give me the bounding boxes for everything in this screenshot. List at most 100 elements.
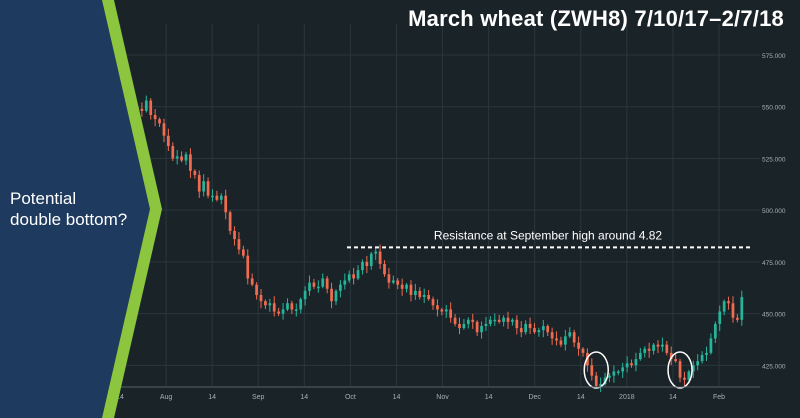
candle xyxy=(502,317,505,322)
callout-text: Potential double bottom? xyxy=(10,188,140,230)
candle xyxy=(661,344,664,347)
candle xyxy=(189,154,192,171)
candle xyxy=(237,239,241,250)
candle xyxy=(356,270,360,279)
candle xyxy=(691,365,695,372)
candle xyxy=(294,309,298,311)
candle xyxy=(537,330,541,333)
callout-panel xyxy=(0,0,150,418)
candle xyxy=(678,361,682,378)
candle xyxy=(475,321,479,333)
y-tick-label: 425.000 xyxy=(762,363,786,370)
candle xyxy=(277,311,281,314)
candle xyxy=(722,301,726,312)
candle xyxy=(228,212,232,231)
candle xyxy=(647,348,651,351)
candle xyxy=(652,344,655,351)
candle xyxy=(528,323,532,329)
candle xyxy=(339,284,342,291)
x-tick-label: 14 xyxy=(208,394,216,401)
candle xyxy=(308,282,311,291)
y-tick-label: 450.000 xyxy=(762,312,786,319)
candle xyxy=(246,255,250,279)
candle xyxy=(568,332,572,337)
candle xyxy=(581,348,585,353)
candle xyxy=(550,332,554,339)
y-tick-label: 550.000 xyxy=(762,105,786,112)
candle xyxy=(740,297,744,320)
candle xyxy=(400,284,404,289)
candle xyxy=(555,338,558,341)
candle xyxy=(250,278,254,285)
candle xyxy=(436,305,439,310)
candle xyxy=(233,230,236,240)
candle xyxy=(418,290,422,298)
candle xyxy=(643,348,647,353)
candle xyxy=(625,363,629,368)
chevron-arrow-icon xyxy=(102,0,162,418)
candle xyxy=(387,274,391,283)
candle xyxy=(219,195,223,200)
candle xyxy=(458,323,461,329)
y-axis: 425.000 450.000 475.000 500.000 525.000 550.0… xyxy=(762,53,786,370)
candle xyxy=(347,274,351,281)
callout-line-1: Potential xyxy=(10,189,77,208)
candle xyxy=(241,249,245,256)
candle xyxy=(206,181,210,196)
candle xyxy=(374,251,378,254)
candles xyxy=(100,36,744,392)
candle xyxy=(259,294,263,302)
x-axis: 14 Aug 14 Sep 14 Oct 14 Nov 14 Dec 14 2018 14 Feb xyxy=(100,386,760,401)
x-tick-label: 14 xyxy=(485,394,493,401)
chart-title: March wheat (ZWH8) 7/10/17–2/7/18 xyxy=(408,6,784,31)
candle xyxy=(515,319,519,329)
candle xyxy=(621,367,625,372)
candle xyxy=(665,344,669,353)
candle xyxy=(396,280,400,285)
candle xyxy=(612,371,616,376)
candle xyxy=(162,123,166,136)
candle xyxy=(608,375,611,378)
candle xyxy=(616,371,620,374)
highlight-circle xyxy=(583,351,609,389)
callout-line-2: double bottom? xyxy=(10,210,128,229)
candle xyxy=(312,282,316,287)
candle xyxy=(506,317,510,322)
candle xyxy=(171,146,175,159)
candle xyxy=(705,352,708,355)
candle xyxy=(149,100,153,116)
highlight-circle xyxy=(667,351,693,389)
candle xyxy=(696,361,700,366)
x-tick-label: 14 xyxy=(577,394,585,401)
x-tick-label: Sep xyxy=(252,394,265,401)
candle xyxy=(449,309,453,318)
candle xyxy=(533,328,536,333)
x-tick-label: Aug xyxy=(160,394,173,401)
candle xyxy=(330,288,333,302)
resistance-annotation: Resistance at September high around 4.82 xyxy=(434,228,662,242)
candle xyxy=(453,317,457,324)
candle xyxy=(484,323,488,327)
candle xyxy=(489,319,492,324)
candle xyxy=(153,115,157,120)
candle xyxy=(197,175,201,192)
candle xyxy=(674,359,677,362)
candle xyxy=(541,326,545,331)
candle xyxy=(281,309,285,314)
candle xyxy=(268,303,272,306)
candle xyxy=(180,156,183,161)
candle xyxy=(599,383,603,386)
x-tick-label: Oct xyxy=(345,394,356,401)
x-tick-label: Feb xyxy=(713,394,725,401)
candle xyxy=(493,319,497,322)
candle xyxy=(634,359,638,366)
candle xyxy=(440,309,444,312)
candle xyxy=(140,108,144,111)
candle xyxy=(480,326,483,333)
candle xyxy=(215,195,219,200)
candle xyxy=(422,294,426,298)
y-tick-label: 575.000 xyxy=(762,53,786,60)
candle xyxy=(290,303,294,310)
candle xyxy=(511,319,514,322)
candle xyxy=(577,342,580,349)
